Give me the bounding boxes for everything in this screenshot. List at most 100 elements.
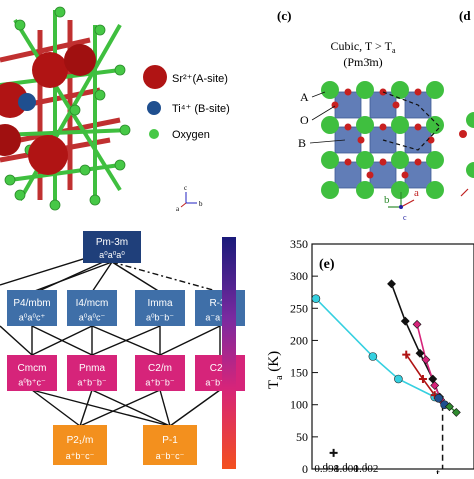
tree-node-cmcm: Cmcm a⁰b⁺c⁻: [7, 355, 57, 391]
structure-legend: Sr²⁺(A-site) Ti⁴⁺ (B-site) Oxygen: [143, 65, 230, 141]
data-points: [311, 279, 461, 457]
data-point: [421, 355, 431, 365]
legend-oxygen-marker: [149, 129, 159, 139]
tree-node-i4-mcm: I4/mcm a⁰a⁰c⁻: [67, 290, 117, 326]
data-point: [415, 348, 425, 358]
x-tick-label: 0.998: [314, 463, 339, 474]
tree-node-name: C2/c: [210, 363, 231, 374]
tree-node-c2-c: C2/c a⁻b⁻b⁻: [195, 355, 245, 391]
y-tick-label: 350: [290, 237, 308, 251]
tree-node-p2-m: P2₁/m a⁺b⁻c⁻: [53, 425, 107, 465]
data-point: [368, 352, 378, 361]
tree-node-name: P-1: [162, 435, 178, 446]
data-point: [445, 402, 454, 412]
axis-a-label: a: [176, 205, 180, 213]
unit-cell-outline: [382, 91, 441, 151]
panel-e-chart: (e) 0 50 100 150 200 250 300 350 0.9981.0001.00…: [266, 237, 474, 479]
data-point: [387, 279, 396, 289]
label-A: A: [300, 90, 309, 104]
tree-level-2: P4/mbm a⁰a⁰c⁺ I4/mcm a⁰a⁰c⁻ Imma a⁰b⁻b⁻ R-3c a⁻…: [7, 290, 245, 326]
tree-node-imma: Imma a⁰b⁻b⁻: [135, 290, 185, 326]
panel-a-structure: Sr²⁺(A-site) Ti⁴⁺ (B-site) Oxygen c b a: [0, 6, 230, 213]
tree-node-name: I4/mcm: [76, 298, 109, 309]
panel-c-cubic: (c) (d Cubic, T > Ta (Pm3̄m): [277, 8, 474, 222]
tree-node-name: P2₁/m: [67, 435, 94, 446]
y-tick-label: 100: [290, 398, 308, 412]
axis-c-label: c: [184, 184, 187, 192]
structure-axes: c b a: [176, 184, 203, 213]
legend-ti-marker: [147, 101, 161, 115]
panel-c-title-line2: (Pm3̄m): [343, 55, 382, 69]
tree-node-c2-m: C2/m a⁺b⁻b⁻: [135, 355, 185, 391]
tree-node-tilt: a⁰a⁰c⁻: [79, 313, 106, 323]
x-axis-label: t: [436, 467, 440, 474]
chart-panel-label: (e): [319, 257, 335, 272]
x-tick-label: 1.002: [354, 463, 379, 474]
data-point: [329, 448, 338, 457]
tree-level-3: Cmcm a⁰b⁺c⁻ Pnma a⁺b⁻b⁻ C2/m a⁺b⁻b⁻ C2/c a⁻b⁻b⁻: [7, 355, 245, 391]
node-top-name: Pm-3m: [96, 237, 128, 248]
legend-oxygen-label: Oxygen: [172, 129, 210, 141]
sr-atoms: [0, 44, 96, 175]
tree-node-tilt: a⁺b⁻b⁻: [77, 378, 107, 388]
y-axis-ticks: 0 50 100 150 200 250 300 350: [290, 237, 318, 476]
tree-links: [0, 249, 221, 427]
tree-node-name: R-3c: [209, 298, 230, 309]
tree-node-tilt: a⁰a⁰c⁺: [19, 313, 46, 323]
tree-node-tilt: a⁻a⁻a⁻: [205, 313, 235, 323]
data-point: [311, 294, 321, 303]
label-O: O: [300, 113, 309, 127]
panel-d-fragment: [459, 112, 474, 197]
y-tick-label: 150: [290, 366, 308, 380]
tree-node-name: Imma: [148, 298, 173, 309]
y-tick-label: 250: [290, 301, 308, 315]
tree-node-tilt: a⁰b⁺c⁻: [18, 378, 46, 388]
series-line-0: [315, 298, 436, 398]
data-point: [451, 408, 461, 417]
tree-node-p-1: P-1 a⁻b⁻c⁻: [143, 425, 197, 465]
tree-node-p4-mbm: P4/mbm a⁰a⁰c⁺: [7, 290, 57, 326]
plot-frame: [311, 243, 474, 470]
panel-c-title-line1: Cubic, T > Ta: [330, 39, 395, 55]
tree-node-name: P4/mbm: [13, 298, 50, 309]
data-point: [434, 393, 443, 403]
site-labels: A O B: [298, 90, 346, 150]
data-point: [394, 374, 403, 384]
data-point: [418, 375, 427, 383]
cubic-axis-c: c: [403, 213, 407, 222]
y-tick-label: 300: [290, 269, 308, 283]
legend-sr-marker: [143, 65, 167, 89]
ti-atom: [18, 93, 36, 111]
cubic-axes: b a c: [384, 187, 419, 222]
node-top: Pm-3m a⁰a⁰a⁰: [83, 231, 141, 263]
panel-c-label: (c): [277, 8, 291, 23]
tree-level-4: P2₁/m a⁺b⁻c⁻ P-1 a⁻b⁻c⁻: [53, 425, 197, 465]
node-top-tilt: a⁰a⁰a⁰: [99, 250, 125, 260]
tree-node-tilt: a⁺b⁻c⁻: [66, 451, 95, 461]
octahedra: [334, 91, 432, 189]
tree-node-tilt: a⁰b⁻b⁻: [146, 313, 174, 323]
tilt-colorbar: [222, 237, 236, 469]
tree-node-r-3c: R-3c a⁻a⁻a⁻: [195, 290, 245, 326]
tree-node-pnma: Pnma a⁺b⁻b⁻: [67, 355, 117, 391]
panel-b-tree: Pm-3m a⁰a⁰a⁰ P4/mbm a⁰a⁰c⁺ I4/mcm a⁰a⁰c⁻ Imm…: [0, 231, 245, 469]
legend-ti-label: Ti⁴⁺ (B-site): [172, 103, 230, 115]
tree-node-name: C2/m: [148, 363, 172, 374]
tree-node-name: Cmcm: [18, 363, 47, 374]
series-line-2: [416, 324, 442, 400]
cubic-axis-b: b: [384, 194, 390, 206]
y-axis-label: Ta (K): [266, 351, 285, 389]
y-tick-label: 200: [290, 333, 308, 347]
axis-b-label: b: [199, 200, 203, 208]
a-site-atoms: [321, 81, 444, 199]
data-point: [402, 350, 411, 359]
tree-node-name: Pnma: [79, 363, 106, 374]
legend-sr-label: Sr²⁺(A-site): [172, 73, 228, 85]
tree-node-tilt: a⁺b⁻b⁻: [145, 378, 175, 388]
tree-node-tilt: a⁻b⁻c⁻: [156, 451, 185, 461]
y-tick-label: 50: [296, 430, 308, 444]
y-tick-label: 0: [302, 462, 308, 474]
data-point: [412, 319, 422, 329]
